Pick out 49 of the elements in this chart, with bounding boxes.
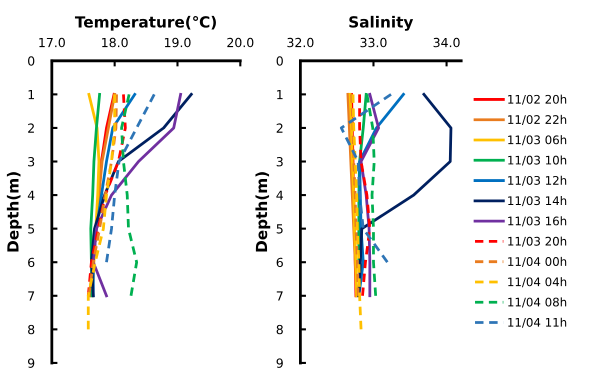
x-tick-label: 20.0 [227,38,254,48]
legend-label: 11/03 20h [508,236,566,247]
y-tick-label: 5 [276,224,283,234]
y-tick-label: 7 [28,291,34,301]
y-tick-label: 9 [28,358,34,368]
x-tick-label: 32.0 [287,38,314,48]
y-tick-label: 3 [28,156,34,166]
x-axis-title: Salinity [349,16,414,31]
y-axis-title: Depth(m) [6,172,22,252]
y-tick-label: 0 [276,56,283,66]
legend-label: 11/03 12h [508,176,566,186]
y-tick-label: 6 [28,258,34,268]
y-tick-label: 4 [276,190,284,200]
y-tick-label: 8 [28,324,34,334]
x-tick-label: 34.0 [434,38,460,48]
legend-label: 11/03 14h [508,196,566,206]
x-tick-label: 33.0 [360,38,387,48]
legend-label: 11/04 11h [508,318,566,328]
y-tick-label: 9 [276,358,283,368]
legend-label: 11/04 04h [508,277,566,288]
legend-label: 11/04 08h [508,297,566,308]
y-tick-label: 1 [28,90,34,100]
line-series [120,92,138,298]
line-series [105,92,156,264]
y-tick-label: 7 [276,291,283,301]
y-tick-label: 6 [276,258,283,268]
legend-label: 11/03 06h [508,135,566,146]
y-tick-label: 4 [28,190,34,200]
x-tick-label: 17.0 [39,38,65,48]
x-tick-label: 19.0 [164,38,191,48]
legend-label: 11/04 00h [508,256,566,267]
y-tick-label: 2 [276,123,282,133]
legend-label: 11/03 16h [508,216,566,226]
legend-label: 11/02 22h [508,114,566,125]
y-tick-label: 2 [28,123,34,133]
line-series [86,92,116,331]
line-series [340,92,392,264]
line-series [358,92,372,298]
y-tick-label: 8 [276,324,283,334]
x-axis-title: Temperature(℃) [74,16,216,31]
x-tick-label: 18.0 [102,38,128,48]
legend-label: 11/02 20h [508,94,566,105]
legend-label: 11/03 10h [508,155,566,166]
y-tick-label: 1 [277,90,283,100]
y-tick-label: 5 [28,224,34,234]
line-series [352,92,362,331]
y-tick-label: 3 [276,156,283,166]
y-axis-title: Depth(m) [255,172,270,252]
y-tick-label: 0 [28,56,34,66]
